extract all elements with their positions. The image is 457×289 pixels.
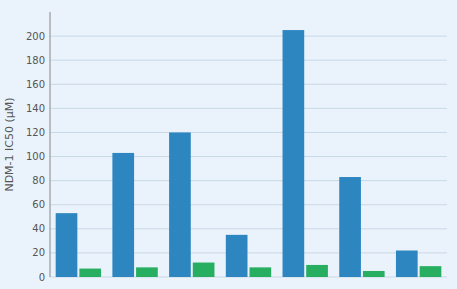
grid-line: [50, 180, 447, 181]
y-axis-line: [50, 12, 51, 277]
bar: [193, 263, 215, 277]
bar: [420, 266, 442, 277]
grid-line: [50, 228, 447, 229]
background: [0, 0, 457, 289]
y-tick-label: 80: [32, 175, 45, 186]
bar: [79, 269, 101, 277]
bars: [56, 30, 442, 277]
bar: [283, 30, 305, 277]
grid-line: [50, 132, 447, 133]
y-tick-label: 100: [26, 151, 45, 162]
bar: [363, 271, 385, 277]
bar: [396, 251, 418, 278]
y-tick-label: 120: [26, 127, 45, 138]
bar: [56, 213, 78, 277]
chart: 0 20 40 60 80 100 120 140 160 180 200 NDM-1 IC50 (μ…: [0, 0, 457, 289]
grid-line: [50, 108, 447, 109]
chart-container: 0 20 40 60 80 100 120 140 160 180 200 NDM-1 IC50 (μ…: [0, 0, 457, 289]
bar: [112, 153, 134, 277]
bar: [306, 265, 328, 277]
y-tick-label: 180: [26, 55, 45, 66]
y-tick-label: 40: [32, 223, 45, 234]
grid-line: [50, 252, 447, 253]
grid-line: [50, 60, 447, 61]
bar: [250, 267, 272, 277]
y-axis-label: NDM-1 IC50 (μM): [3, 97, 16, 191]
bar: [169, 132, 191, 277]
bar: [339, 177, 361, 277]
grid-line: [50, 204, 447, 205]
y-tick-label: 60: [32, 199, 45, 210]
bar: [136, 267, 158, 277]
bar: [226, 235, 248, 277]
y-tick-label: 140: [26, 103, 45, 114]
y-tick-label: 160: [26, 79, 45, 90]
y-tick-label: 20: [32, 247, 45, 258]
grid-line: [50, 156, 447, 157]
y-tick-label: 0: [39, 272, 45, 283]
grid-line: [50, 277, 447, 278]
y-tick-label: 200: [26, 31, 45, 42]
grid-line: [50, 36, 447, 37]
grid-line: [50, 84, 447, 85]
